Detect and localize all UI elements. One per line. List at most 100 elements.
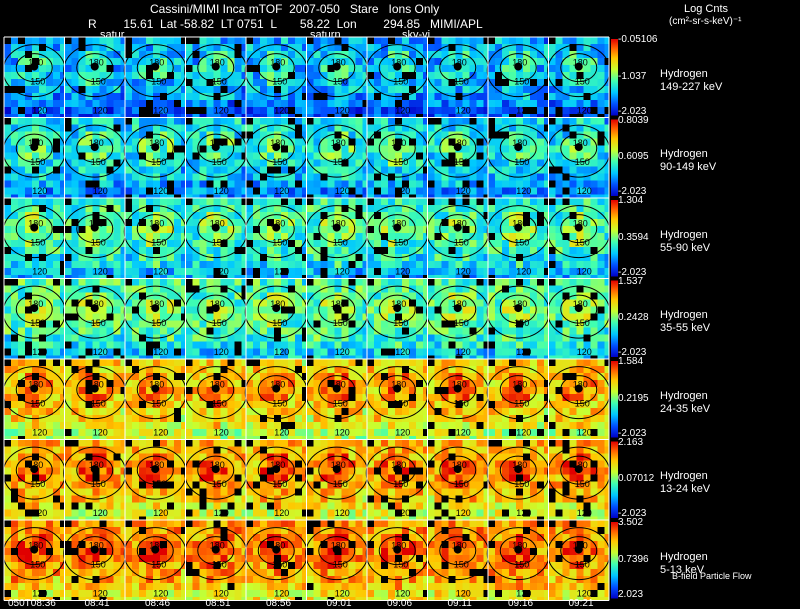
contour-label: 180 <box>391 58 406 68</box>
contour-label: 180 <box>573 138 588 148</box>
image-panel: 180 150 120 <box>547 198 611 279</box>
contour-label: 180 <box>149 219 164 229</box>
time-tick-label: 08:46 <box>145 598 171 609</box>
contour-label: 150 <box>333 318 348 328</box>
image-panel: 180 150 120 <box>365 278 429 359</box>
contour-label: 120 <box>32 428 47 438</box>
row-species-label: Hydrogen 24-35 keV <box>660 390 710 416</box>
contour-label: 120 <box>274 508 289 518</box>
image-panel: 180 150 120 <box>123 117 187 198</box>
image-panel: 180 150 120 <box>305 359 369 440</box>
contour-label: 120 <box>93 106 108 116</box>
colorbar-min-label: -2.023 <box>618 105 647 117</box>
contour-label: 120 <box>516 186 531 196</box>
contour-label: 150 <box>393 479 408 489</box>
contour-label: 150 <box>575 77 590 87</box>
contour-label: 180 <box>452 299 467 309</box>
contour-label: 180 <box>452 541 467 551</box>
contour-label: 120 <box>395 589 410 599</box>
colorbar-max-label: 1.584 <box>618 356 644 367</box>
image-panel: 180 150 120 <box>2 359 66 440</box>
contour-label: 180 <box>270 138 285 148</box>
contour-label: 180 <box>210 219 225 229</box>
contour-label: 180 <box>573 299 588 309</box>
contour-label: 180 <box>512 58 527 68</box>
contour-label: 150 <box>30 318 45 328</box>
colorbar-mid-label: 0.2195 <box>618 392 649 404</box>
contour-label: 150 <box>212 479 227 489</box>
energy-range: 90-149 keV <box>660 161 717 174</box>
contour-label: 150 <box>151 77 166 87</box>
contour-label: 180 <box>28 299 43 309</box>
contour-label: 120 <box>516 347 531 357</box>
contour-label: 180 <box>512 138 527 148</box>
image-panel: 180 150 120 <box>426 278 490 359</box>
image-panel: 180 150 120 <box>486 359 550 440</box>
contour-label: 120 <box>577 186 592 196</box>
image-panel: 180 150 120 <box>123 198 187 279</box>
contour-label: 180 <box>28 219 43 229</box>
contour-label: 120 <box>335 267 350 277</box>
colorbar-max-label: 3.502 <box>618 517 644 528</box>
contour-label: 180 <box>210 299 225 309</box>
contour-label: 120 <box>153 347 168 357</box>
contour-label: 120 <box>516 106 531 116</box>
contour-label: 180 <box>89 219 104 229</box>
contour-label: 150 <box>91 479 106 489</box>
image-panel: 180 150 120 <box>184 198 248 279</box>
image-panel: 180 150 120 <box>63 198 127 279</box>
contour-label: 180 <box>512 460 527 470</box>
image-panel: 180 150 120 <box>184 278 248 359</box>
contour-label: 150 <box>91 560 106 570</box>
contour-label: 120 <box>93 347 108 357</box>
image-panel: 180 150 120 <box>63 520 127 601</box>
species-name: Hydrogen <box>660 228 708 241</box>
time-tick-label: 09:06 <box>387 598 413 609</box>
contour-label: 120 <box>577 508 592 518</box>
contour-label: 150 <box>151 479 166 489</box>
contour-label: 150 <box>151 318 166 328</box>
contour-label: 150 <box>333 399 348 409</box>
time-tick-label: 08:41 <box>84 598 110 609</box>
contour-label: 150 <box>514 479 529 489</box>
image-panel: 180 150 120 <box>244 198 308 279</box>
image-panel: 180 150 120 <box>547 520 611 601</box>
contour-label: 120 <box>214 428 229 438</box>
contour-label: 120 <box>93 589 108 599</box>
contour-label: 150 <box>333 479 348 489</box>
image-panel: 180 150 120 <box>184 439 248 520</box>
image-panel: 180 150 120 <box>63 359 127 440</box>
chart-info-line: R 15.61 Lat -58.82 LT 0751 L 58.22 Lon 2… <box>88 17 483 31</box>
contour-label: 120 <box>456 428 471 438</box>
image-panel: 180 150 120 <box>305 198 369 279</box>
contour-label: 150 <box>454 318 469 328</box>
image-panel: 180 150 120 <box>123 520 187 601</box>
contour-label: 120 <box>395 428 410 438</box>
image-panel: 180 150 120 <box>486 520 550 601</box>
contour-label: 180 <box>573 58 588 68</box>
contour-label: 180 <box>331 460 346 470</box>
contour-label: 150 <box>30 479 45 489</box>
image-panel: 180 150 120 <box>244 520 308 601</box>
image-panel: 180 150 120 <box>305 439 369 520</box>
energy-range: 149-227 keV <box>660 80 723 93</box>
contour-label: 180 <box>391 460 406 470</box>
colorbar <box>611 522 618 599</box>
contour-label: 150 <box>91 77 106 87</box>
contour-label: 120 <box>214 589 229 599</box>
contour-label: 120 <box>577 589 592 599</box>
contour-label: 180 <box>210 541 225 551</box>
contour-label: 150 <box>575 479 590 489</box>
contour-label: 180 <box>331 541 346 551</box>
contour-label: 120 <box>32 347 47 357</box>
contour-label: 150 <box>272 318 287 328</box>
contour-label: 180 <box>573 541 588 551</box>
units-label-line1: Log Cnts <box>684 3 729 15</box>
image-panel: 180 150 120 <box>547 37 611 118</box>
image-panel: 180 150 120 <box>547 278 611 359</box>
contour-label: 150 <box>454 479 469 489</box>
contour-label: 180 <box>210 380 225 390</box>
contour-label: 180 <box>270 299 285 309</box>
contour-label: 180 <box>391 219 406 229</box>
